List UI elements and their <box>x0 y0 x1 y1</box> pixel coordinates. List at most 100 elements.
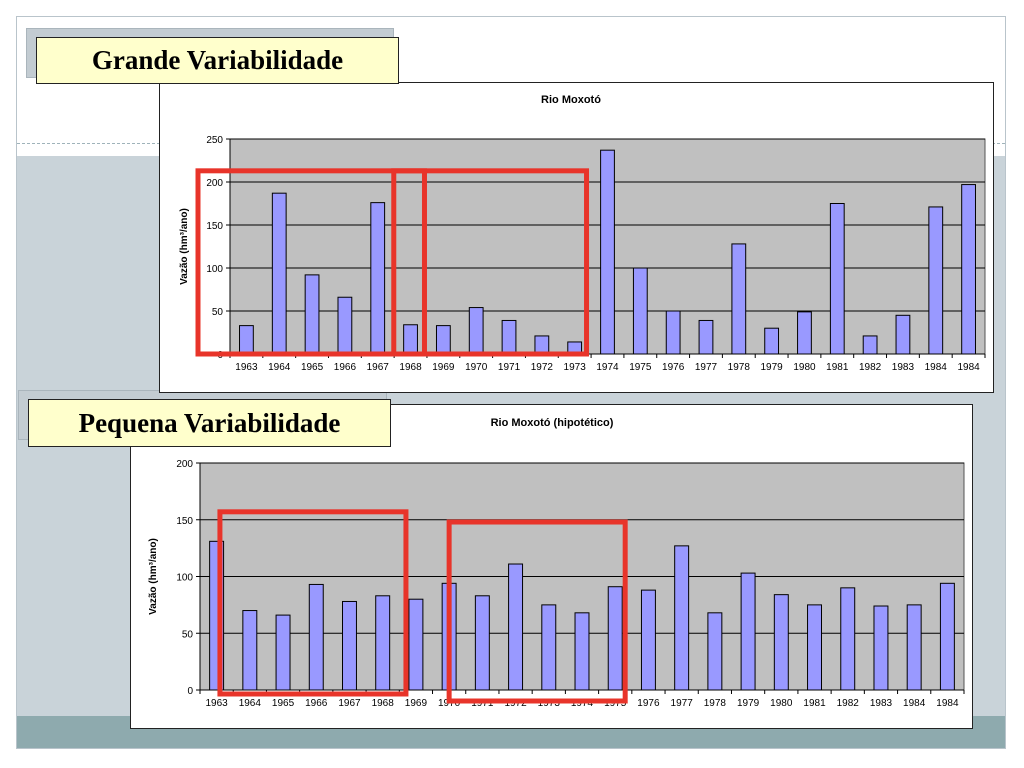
chart-top-xtick-label: 1967 <box>367 362 390 373</box>
chart-top-xtick-label: 1970 <box>465 362 488 373</box>
chart-bottom-bar <box>375 595 391 691</box>
chart-bottom-xtick-label: 1979 <box>737 698 760 709</box>
chart-bottom-xtick-label: 1968 <box>372 698 395 709</box>
chart-bottom-bar <box>674 545 690 691</box>
chart-bottom-xtick-label: 1970 <box>438 698 461 709</box>
chart-bottom-ytick-label: 50 <box>182 629 194 640</box>
chart-top-xtick-label: 1968 <box>399 362 422 373</box>
chart-bottom-bar <box>740 572 756 691</box>
chart-bottom-xtick-label: 1967 <box>338 698 361 709</box>
chart-top-bar <box>961 184 976 355</box>
chart-top-bar <box>468 307 484 355</box>
chart-top-xtick-label: 1983 <box>892 362 915 373</box>
chart-top-bar <box>403 324 418 355</box>
chart-bottom-xtick-label: 1964 <box>239 698 262 709</box>
chart-bottom-xtick-label: 1966 <box>305 698 328 709</box>
chart-bottom-bar <box>607 586 623 691</box>
chart-top-xtick-label: 1964 <box>268 362 291 373</box>
chart-top-xtick-label: 1982 <box>859 362 882 373</box>
chart-bottom-xtick-label: 1965 <box>272 698 295 709</box>
chart-top-bar <box>698 319 714 355</box>
chart-top-ytick-label: 50 <box>212 307 224 318</box>
chart-top-bar <box>435 325 451 355</box>
chart-top-xtick-label: 1984 <box>957 362 980 373</box>
chart-bottom-xtick-label: 1981 <box>803 698 826 709</box>
chart-top-xtick-label: 1975 <box>629 362 652 373</box>
chart-top-ytick-label: 150 <box>206 221 223 232</box>
chart-bottom-ytick-label: 0 <box>187 686 193 697</box>
chart-bottom-xtick-label: 1984 <box>903 698 926 709</box>
chart-bottom-ytick-label: 200 <box>176 459 193 470</box>
label-bottom: Pequena Variabilidade <box>28 399 391 447</box>
chart-bottom-xtick-label: 1977 <box>671 698 694 709</box>
chart-top-xtick-label: 1980 <box>793 362 816 373</box>
chart-top-bar <box>239 325 254 355</box>
chart-bottom-xtick-label: 1980 <box>770 698 793 709</box>
chart-bottom-ytick-label: 100 <box>176 573 193 584</box>
chart-top-bar <box>731 243 747 355</box>
chart-top-bar <box>501 319 517 355</box>
chart-top-ylabel: Vazão (hm³/ano) <box>179 208 190 285</box>
chart-bottom-ytick-label: 150 <box>176 516 193 527</box>
chart-bottom-bar <box>275 614 291 691</box>
chart-bottom-bar <box>840 587 856 691</box>
chart-top-xtick-label: 1973 <box>564 362 587 373</box>
chart-bottom-highlight-box <box>217 509 409 697</box>
chart-top-bar <box>895 314 911 355</box>
chart-top-xtick-label: 1966 <box>334 362 357 373</box>
chart-panel-top: 0 50 100 150 200 250 1963 1964 1965 1966 1967 1968 1… <box>159 82 994 393</box>
chart-bottom-bar <box>574 612 590 691</box>
chart-bottom-bar <box>474 595 490 691</box>
chart-bottom-title: Rio Moxotó (hipotético) <box>491 417 614 429</box>
chart-bottom-xtick-label: 1983 <box>870 698 893 709</box>
chart-top-xtick-label: 1969 <box>432 362 455 373</box>
chart-bottom-xtick-label: 1973 <box>538 698 561 709</box>
chart-top-xtick-label: 1974 <box>596 362 619 373</box>
chart-top-bar <box>370 202 386 355</box>
chart-bottom-bar <box>640 589 656 691</box>
chart-top-highlight-box <box>195 168 427 357</box>
chart-bottom-xtick-label: 1974 <box>571 698 594 709</box>
chart-bottom-bar <box>408 598 424 691</box>
chart-top-bar <box>304 274 320 355</box>
chart-top-bar <box>337 296 353 355</box>
chart-top-xtick-label: 1965 <box>301 362 324 373</box>
chart-bottom-bar <box>773 594 789 691</box>
chart-bottom-xtick-label: 1978 <box>704 698 727 709</box>
chart-top-bar <box>797 311 812 355</box>
chart-top-xtick-label: 1984 <box>925 362 948 373</box>
chart-bottom-bar <box>508 563 524 691</box>
chart-top-ytick-label: 250 <box>206 135 223 146</box>
chart-top-xtick-label: 1978 <box>728 362 751 373</box>
chart-bottom-highlight-box <box>446 519 628 704</box>
chart-top-bar <box>829 203 845 355</box>
chart-bottom-bar <box>906 604 922 691</box>
chart-bottom-bar <box>873 605 889 691</box>
chart-top-xtick-label: 1981 <box>826 362 849 373</box>
chart-bottom-xtick-label: 1969 <box>405 698 428 709</box>
chart-bottom-xtick-label: 1975 <box>604 698 627 709</box>
chart-top-bar <box>928 206 944 355</box>
chart-top-bar <box>665 310 681 355</box>
chart-top-bar <box>632 267 648 355</box>
chart-bottom-bar <box>308 583 324 691</box>
chart-bottom-bar <box>342 600 357 691</box>
chart-top-xtick-label: 1971 <box>498 362 521 373</box>
chart-bottom-xtick-label: 1971 <box>471 698 494 709</box>
label-top: Grande Variabilidade <box>36 37 399 84</box>
chart-top-bar <box>600 149 615 355</box>
chart-top-bar <box>271 192 287 355</box>
chart-bottom-bar <box>541 604 557 691</box>
chart-bottom-ylabel: Vazão (hm³/ano) <box>148 538 159 615</box>
chart-bottom-xtick-label: 1984 <box>936 698 959 709</box>
chart-top-bar <box>764 327 780 355</box>
chart-top-bar <box>534 335 550 355</box>
chart-bottom-bar <box>807 604 822 691</box>
chart-top-xtick-label: 1977 <box>695 362 718 373</box>
chart-bottom-xtick-label: 1963 <box>205 698 228 709</box>
chart-bottom-xtick-label: 1982 <box>837 698 860 709</box>
chart-panel-bottom: 0 50 100 150 200 1963 1964 1965 1966 1967 1968 1969… <box>130 404 973 729</box>
chart-top-xtick-label: 1972 <box>531 362 554 373</box>
chart-top-xtick-label: 1976 <box>662 362 685 373</box>
chart-bottom-bar <box>242 610 258 691</box>
